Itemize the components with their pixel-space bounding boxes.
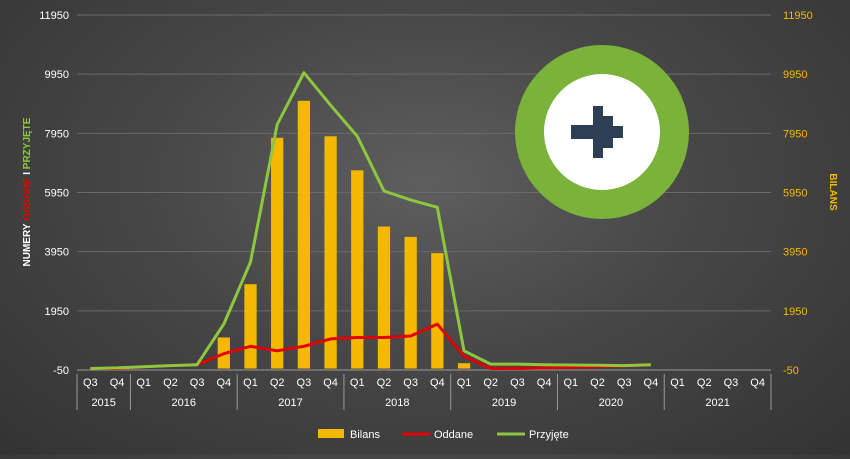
x-tick-label: Q1 — [350, 377, 365, 389]
x-tick-label: Q1 — [563, 377, 578, 389]
bar-bilans — [404, 236, 417, 369]
y-tick-label-left: 1950 — [45, 306, 69, 318]
x-tick-label: Q3 — [617, 377, 632, 389]
x-tick-label: Q3 — [510, 377, 525, 389]
x-tick-label: Q2 — [163, 377, 178, 389]
left-axis-label-part: NUMERY — [22, 221, 33, 267]
y-tick-label-right: -50 — [783, 365, 799, 377]
y-tick-label-left: -50 — [53, 365, 69, 377]
bar-bilans — [377, 226, 391, 369]
year-label: 2019 — [492, 397, 516, 409]
x-tick-label: Q2 — [270, 377, 285, 389]
y-tick-label-right: 11950 — [783, 10, 813, 22]
left-axis-label-part: I — [22, 169, 33, 177]
x-tick-label: Q4 — [750, 377, 765, 389]
y-tick-label-left: 3950 — [45, 247, 69, 259]
left-axis-label-part: PRZYJĘTE — [22, 117, 33, 169]
year-label: 2015 — [91, 397, 115, 409]
x-tick-label: Q2 — [697, 377, 712, 389]
bar-bilans — [244, 284, 257, 369]
bar-bilans — [351, 170, 364, 369]
y-tick-label-left: 11950 — [39, 10, 69, 22]
bar-bilans — [271, 137, 284, 369]
year-label: 2018 — [385, 397, 409, 409]
left-axis-label: NUMERY ODDANE I PRZYJĘTE — [22, 117, 33, 266]
arrow-right-icon — [571, 106, 623, 158]
x-tick-label: Q1 — [243, 377, 258, 389]
year-label: 2017 — [278, 397, 302, 409]
x-tick-label: Q4 — [110, 377, 125, 389]
y-tick-label-right: 1950 — [783, 306, 807, 318]
x-tick-label: Q1 — [136, 377, 151, 389]
x-tick-label: Q4 — [644, 377, 659, 389]
y-tick-label-right: 3950 — [783, 247, 807, 259]
x-tick-label: Q2 — [377, 377, 392, 389]
year-label: 2016 — [172, 397, 196, 409]
x-tick-label: Q4 — [430, 377, 445, 389]
x-tick-label: Q1 — [457, 377, 472, 389]
left-axis-label-part: ODDANE — [22, 177, 33, 221]
y-tick-label-right: 9950 — [783, 69, 807, 81]
bar-bilans — [297, 100, 311, 369]
x-tick-label: Q3 — [403, 377, 418, 389]
legend-label: Bilans — [350, 429, 380, 441]
x-tick-label: Q2 — [483, 377, 498, 389]
x-tick-label: Q1 — [670, 377, 685, 389]
bar-bilans — [431, 253, 444, 369]
y-tick-label-left: 7950 — [45, 128, 69, 140]
x-tick-label: Q3 — [83, 377, 98, 389]
y-tick-label-right: 5950 — [783, 188, 807, 200]
line-oddane — [90, 322, 651, 370]
year-label: 2021 — [705, 397, 729, 409]
x-tick-label: Q4 — [537, 377, 552, 389]
right-axis-label: BILANS — [827, 173, 838, 211]
y-tick-label-left: 5950 — [45, 188, 69, 200]
bar-bilans — [324, 136, 337, 369]
year-label: 2020 — [599, 397, 623, 409]
x-tick-label: Q3 — [724, 377, 739, 389]
y-tick-label-right: 7950 — [783, 128, 807, 140]
line-przyjęte — [90, 71, 651, 370]
bar-bilans — [457, 363, 471, 369]
x-tick-label: Q3 — [297, 377, 312, 389]
x-tick-label: Q3 — [190, 377, 205, 389]
legend-label: Przyjęte — [529, 429, 569, 441]
legend-label: Oddane — [434, 429, 473, 441]
x-tick-label: Q4 — [216, 377, 231, 389]
y-tick-label-left: 9950 — [45, 69, 69, 81]
x-tick-label: Q2 — [590, 377, 605, 389]
x-tick-label: Q4 — [323, 377, 338, 389]
legend-swatch-bilans — [318, 429, 344, 438]
